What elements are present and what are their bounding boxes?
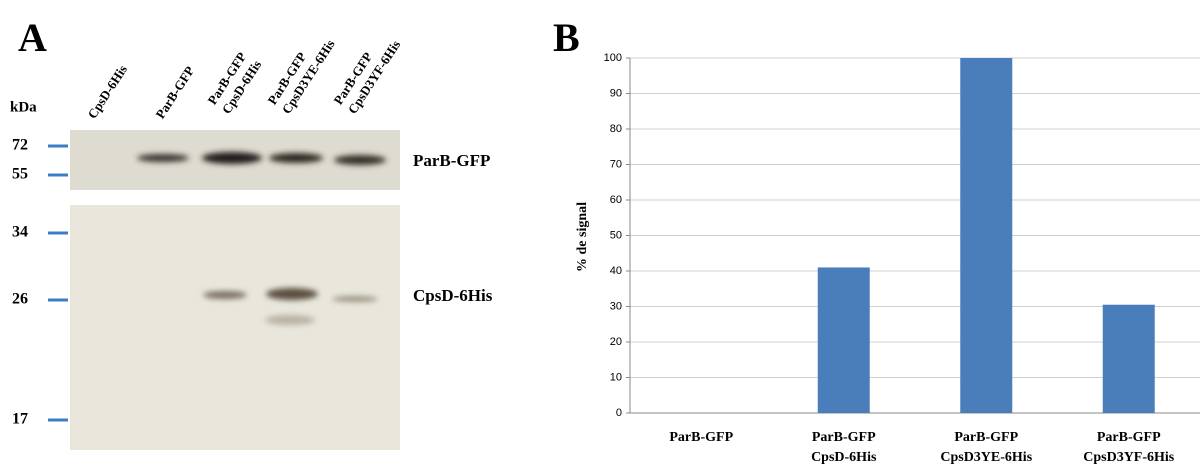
x-tick-label: ParB-GFP <box>669 430 733 445</box>
x-tick-label: CpsD-6His <box>811 450 877 465</box>
x-tick-label: ParB-GFP <box>954 430 1018 445</box>
marker-label: 26 <box>12 291 28 308</box>
y-tick-label: 40 <box>610 265 622 277</box>
band-label: ParB-GFP <box>413 151 490 170</box>
band <box>266 288 318 300</box>
y-tick-label: 80 <box>610 123 622 135</box>
bar <box>1102 304 1155 413</box>
lane-label: CpsD-6His <box>84 62 130 121</box>
band <box>137 154 189 162</box>
x-tick-label: CpsD3YF-6His <box>1083 450 1175 465</box>
y-tick-label: 90 <box>610 87 622 99</box>
y-tick-label: 20 <box>610 336 622 348</box>
x-tick-label: ParB-GFP <box>812 430 876 445</box>
unit-label: kDa <box>10 99 37 115</box>
panel-letter: A <box>18 15 47 60</box>
bar <box>817 267 870 413</box>
lane-label: ParB-GFP <box>152 63 197 121</box>
band <box>334 155 386 165</box>
x-tick-label: ParB-GFP <box>1097 430 1161 445</box>
bar <box>960 58 1013 413</box>
y-tick-label: 70 <box>610 158 622 170</box>
blot-lower <box>70 205 400 450</box>
y-axis-label: % de signal <box>575 202 590 272</box>
band <box>202 152 262 164</box>
y-tick-label: 30 <box>610 300 622 312</box>
lane-label-line: CpsD-6His <box>84 62 130 121</box>
band-label: CpsD-6His <box>413 286 493 305</box>
marker-label: 34 <box>12 224 28 241</box>
band <box>265 315 315 325</box>
lane-label-line: ParB-GFP <box>152 63 197 121</box>
x-tick-label: CpsD3YE-6His <box>940 450 1032 465</box>
bands <box>137 152 386 325</box>
y-tick-label: 0 <box>616 407 622 419</box>
y-tick-label: 60 <box>610 194 622 206</box>
marker-label: 72 <box>12 137 28 154</box>
panel-letter: B <box>553 15 580 60</box>
y-tick-label: 10 <box>610 371 622 383</box>
y-tick-label: 100 <box>604 52 622 64</box>
marker-label: 55 <box>12 166 28 183</box>
band <box>203 291 247 299</box>
band <box>269 153 323 163</box>
y-tick-label: 50 <box>610 229 622 241</box>
marker-label: 17 <box>12 411 28 428</box>
band <box>332 296 378 302</box>
